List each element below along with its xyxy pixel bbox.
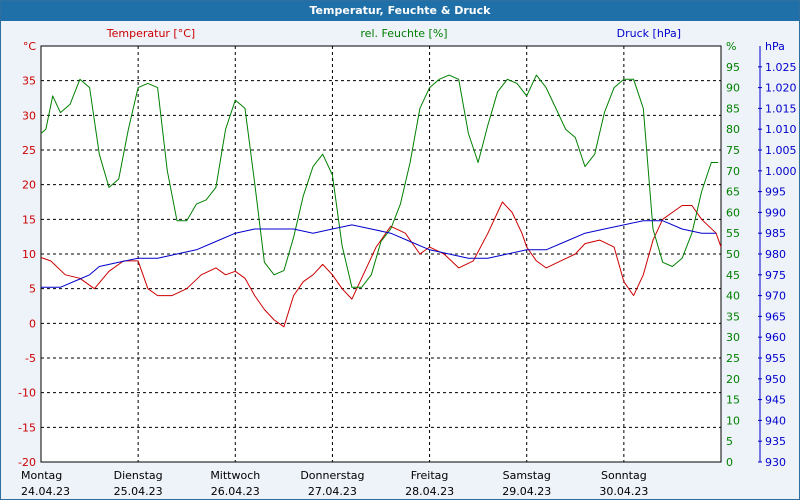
x-day-label: Mittwoch xyxy=(210,469,260,482)
pressure-tick-label: 955 xyxy=(765,352,786,365)
legend-humidity: rel. Feuchte [%] xyxy=(360,27,447,40)
humidity-tick-label: 50 xyxy=(726,248,740,261)
pressure-tick-label: 1.015 xyxy=(765,102,797,115)
pressure-tick-label: 1.025 xyxy=(765,61,797,74)
humidity-tick-label: 40 xyxy=(726,290,740,303)
x-day-label: Sonntag xyxy=(601,469,647,482)
humidity-tick-label: 55 xyxy=(726,227,740,240)
pressure-tick-label: 960 xyxy=(765,331,786,344)
humidity-tick-label: 45 xyxy=(726,269,740,282)
humidity-unit-label: % xyxy=(726,40,736,53)
temperature-tick-label: 5 xyxy=(29,283,36,296)
humidity-tick-label: 25 xyxy=(726,352,740,365)
temperature-unit-label: °C xyxy=(23,40,37,53)
humidity-tick-label: 95 xyxy=(726,61,740,74)
pressure-tick-label: 995 xyxy=(765,186,786,199)
temperature-tick-label: 0 xyxy=(29,317,36,330)
x-day-label: Donnerstag xyxy=(300,469,364,482)
humidity-tick-label: 85 xyxy=(726,102,740,115)
x-day-label: Dienstag xyxy=(114,469,163,482)
temperature-tick-label: 30 xyxy=(22,109,36,122)
temperature-tick-label: -10 xyxy=(18,387,36,400)
pressure-tick-label: 1.010 xyxy=(765,123,797,136)
x-date-label: 30.04.23 xyxy=(599,485,648,498)
humidity-tick-label: 0 xyxy=(726,456,733,469)
x-date-label: 24.04.23 xyxy=(21,485,70,498)
x-date-label: 27.04.23 xyxy=(308,485,357,498)
pressure-unit-label: hPa xyxy=(765,40,785,53)
pressure-tick-label: 930 xyxy=(765,456,786,469)
x-date-label: 25.04.23 xyxy=(114,485,163,498)
humidity-tick-label: 30 xyxy=(726,331,740,344)
humidity-tick-label: 80 xyxy=(726,123,740,136)
temperature-tick-label: -20 xyxy=(18,456,36,469)
legend-pressure: Druck [hPa] xyxy=(617,27,681,40)
pressure-tick-label: 970 xyxy=(765,290,786,303)
pressure-tick-label: 985 xyxy=(765,227,786,240)
pressure-tick-label: 975 xyxy=(765,269,786,282)
series-line-humidity xyxy=(40,74,719,288)
humidity-tick-label: 5 xyxy=(726,435,733,448)
humidity-tick-label: 75 xyxy=(726,144,740,157)
pressure-tick-label: 1.020 xyxy=(765,82,797,95)
series-line-temperature xyxy=(40,201,722,328)
chart-title: Temperatur, Feuchte & Druck xyxy=(1,1,799,21)
humidity-tick-label: 35 xyxy=(726,310,740,323)
humidity-tick-label: 20 xyxy=(726,373,740,386)
pressure-tick-label: 980 xyxy=(765,248,786,261)
x-date-label: 26.04.23 xyxy=(211,485,260,498)
pressure-tick-label: 950 xyxy=(765,373,786,386)
temperature-tick-label: 10 xyxy=(22,248,36,261)
pressure-tick-label: 965 xyxy=(765,310,786,323)
humidity-tick-label: 10 xyxy=(726,414,740,427)
temperature-tick-label: 35 xyxy=(22,75,36,88)
x-date-label: 29.04.23 xyxy=(502,485,551,498)
series-line-pressure xyxy=(41,220,717,288)
temperature-tick-label: 20 xyxy=(22,179,36,192)
humidity-tick-label: 60 xyxy=(726,206,740,219)
temperature-tick-label: 15 xyxy=(22,213,36,226)
legend-temperature: Temperatur [°C] xyxy=(106,27,195,40)
humidity-tick-label: 70 xyxy=(726,165,740,178)
temperature-tick-label: -15 xyxy=(18,421,36,434)
humidity-tick-label: 15 xyxy=(726,394,740,407)
temperature-tick-label: 25 xyxy=(22,144,36,157)
pressure-tick-label: 940 xyxy=(765,414,786,427)
pressure-tick-label: 945 xyxy=(765,394,786,407)
pressure-tick-label: 1.000 xyxy=(765,165,797,178)
x-day-label: Samstag xyxy=(503,469,551,482)
x-date-label: 28.04.23 xyxy=(405,485,454,498)
x-day-label: Montag xyxy=(21,469,62,482)
pressure-tick-label: 935 xyxy=(765,435,786,448)
humidity-tick-label: 90 xyxy=(726,82,740,95)
humidity-tick-label: 65 xyxy=(726,186,740,199)
temperature-tick-label: -5 xyxy=(25,352,36,365)
pressure-tick-label: 1.005 xyxy=(765,144,797,157)
x-day-label: Freitag xyxy=(411,469,449,482)
pressure-tick-label: 990 xyxy=(765,206,786,219)
